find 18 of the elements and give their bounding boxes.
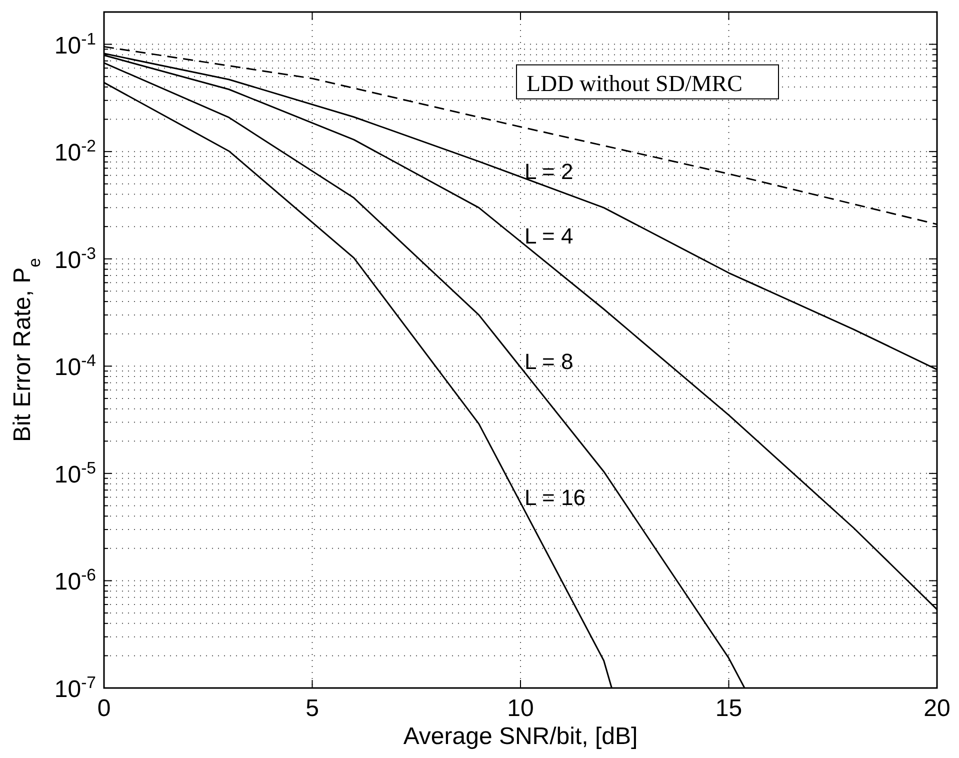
series-label: L = 4 xyxy=(524,223,574,248)
y-tick-label: 10$^{-6}$ xyxy=(54,565,96,596)
y-tick-label: 10$^{-2}$ xyxy=(54,136,96,167)
x-tick-label: 0 xyxy=(97,695,111,722)
y-tick-label: 10$^{-5}$ xyxy=(54,458,96,488)
x-tick-label: 10 xyxy=(507,695,534,722)
x-tick-label: 20 xyxy=(924,695,950,722)
y-tick-label: 10$^{-4}$ xyxy=(54,350,96,382)
y-tick-label: 10$^{-3}$ xyxy=(54,243,96,274)
series-label: LDD without SD/MRC xyxy=(526,70,742,96)
y-tick-label: 10$^{-7}$ xyxy=(54,672,96,703)
x-tick-label: 5 xyxy=(306,695,319,722)
x-tick-label: 15 xyxy=(715,695,742,722)
series-label: L = 8 xyxy=(524,349,574,374)
series-label: L = 2 xyxy=(524,158,574,184)
y-tick-label: 10$^{-1}$ xyxy=(54,28,96,60)
x-axis-title: Average SNR/bit, [dB] xyxy=(403,723,638,750)
series-label: L = 16 xyxy=(524,484,586,510)
